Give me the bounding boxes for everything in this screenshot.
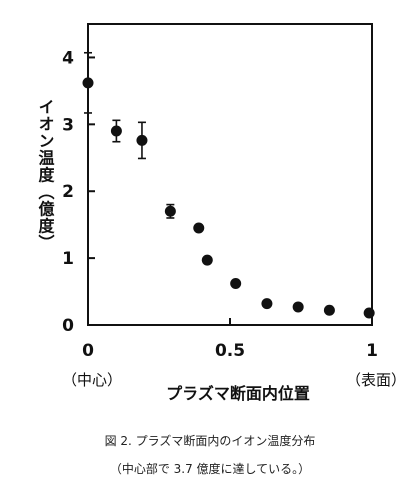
data-point [323,304,335,316]
y-axis-label: イオン温度（億度） [36,99,56,252]
point-marker [201,254,213,266]
data-point [110,119,122,143]
point-marker [110,125,122,137]
y-tick-label: 4 [62,48,74,68]
x-tick-label: 0 [82,341,94,361]
y-axis-ticks: 0 1 2 3 4 [62,48,95,336]
y-tick-label: 3 [62,115,74,135]
point-marker [193,222,205,234]
data-point [136,121,148,160]
point-marker [82,77,94,89]
x-tick-label: 1 [366,341,378,361]
data-point [363,307,375,319]
x-tick-label: 0.5 [215,341,245,361]
point-marker [230,278,242,290]
y-tick-label: 0 [62,316,74,336]
x-annotation-surface: （表面） [346,371,406,389]
data-point [201,254,213,266]
data-point [193,222,205,234]
point-marker [292,301,304,313]
y-tick-label: 2 [62,182,74,202]
figure-caption-subtitle: （中心部で 3.7 億度に達している。） [109,462,311,476]
plot-frame [87,23,373,326]
y-tick-label: 1 [62,249,74,269]
point-marker [363,307,375,319]
data-point [82,51,94,114]
data-point [261,298,273,310]
x-axis-label: プラズマ断面内位置 [166,384,310,403]
x-annotation-center: （中心） [62,371,122,389]
data-point [164,203,176,219]
data-points [82,51,375,319]
x-axis-ticks: 0 0.5 1 [82,318,378,361]
data-point [292,301,304,313]
data-point [230,278,242,290]
figure-caption-title: 図 2. プラズマ断面内のイオン温度分布 [104,434,316,448]
point-marker [164,205,176,217]
point-marker [323,304,335,316]
point-marker [136,134,148,146]
point-marker [261,298,273,310]
